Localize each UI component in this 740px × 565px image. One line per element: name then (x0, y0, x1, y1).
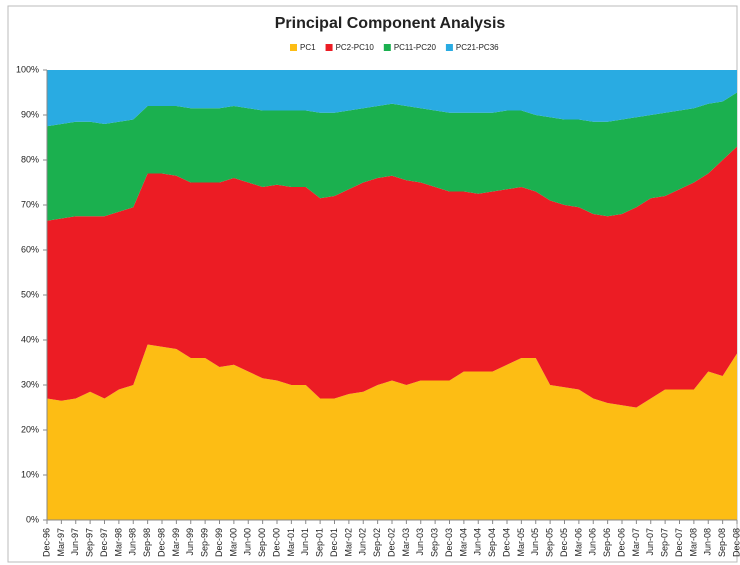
y-tick-label: 20% (21, 424, 39, 434)
x-tick-label: Dec-02 (386, 528, 396, 557)
x-tick-label: Dec-97 (99, 528, 109, 557)
x-tick-label: Mar-08 (688, 528, 698, 557)
y-tick-label: 100% (16, 64, 39, 74)
y-tick-label: 50% (21, 289, 39, 299)
x-tick-label: Jun-02 (358, 528, 368, 556)
x-tick-label: Sep-03 (430, 528, 440, 557)
x-tick-label: Sep-98 (142, 528, 152, 557)
area (47, 70, 737, 127)
x-tick-label: Sep-07 (660, 528, 670, 557)
x-tick-label: Mar-02 (343, 528, 353, 557)
y-tick-label: 10% (21, 469, 39, 479)
x-tick-label: Sep-04 (487, 528, 497, 557)
x-tick-label: Dec-03 (444, 528, 454, 557)
x-tick-label: Dec-06 (616, 528, 626, 557)
x-tick-label: Dec-98 (156, 528, 166, 557)
x-tick-label: Mar-07 (631, 528, 641, 557)
x-tick-label: Mar-97 (56, 528, 66, 557)
x-tick-label: Jun-99 (185, 528, 195, 556)
area (47, 146, 737, 408)
x-tick-label: Jun-05 (530, 528, 540, 556)
x-tick-label: Dec-07 (674, 528, 684, 557)
x-tick-label: Mar-06 (573, 528, 583, 557)
x-tick-label: Mar-04 (458, 528, 468, 557)
x-tick-label: Mar-00 (228, 528, 238, 557)
x-tick-label: Dec-08 (731, 528, 740, 557)
chart-title: Principal Component Analysis (275, 15, 506, 32)
x-tick-label: Jun-08 (703, 528, 713, 556)
x-tick-label: Dec-04 (501, 528, 511, 557)
x-tick-label: Sep-05 (545, 528, 555, 557)
legend-swatch (290, 44, 297, 51)
x-tick-label: Sep-02 (372, 528, 382, 557)
x-tick-label: Mar-01 (286, 528, 296, 557)
y-tick-label: 0% (26, 514, 39, 524)
y-tick-label: 30% (21, 379, 39, 389)
x-tick-label: Dec-00 (271, 528, 281, 557)
x-tick-label: Dec-99 (214, 528, 224, 557)
area (47, 344, 737, 520)
y-tick-label: 90% (21, 109, 39, 119)
legend-swatch (383, 44, 391, 51)
y-tick-label: 80% (21, 154, 39, 164)
legend-label: PC1 (300, 43, 316, 52)
legend-label: PC2-PC10 (336, 43, 375, 52)
x-tick-label: Dec-05 (559, 528, 569, 557)
x-tick-label: Mar-03 (401, 528, 411, 557)
x-tick-label: Sep-00 (257, 528, 267, 557)
area (47, 92, 737, 221)
legend-label: PC21-PC36 (456, 43, 499, 52)
x-tick-label: Sep-97 (85, 528, 95, 557)
x-tick-label: Jun-01 (300, 528, 310, 556)
x-tick-label: Mar-99 (171, 528, 181, 557)
x-tick-label: Mar-05 (516, 528, 526, 557)
x-tick-label: Mar-98 (113, 528, 123, 557)
legend-label: PC11-PC20 (394, 43, 437, 52)
x-tick-label: Jun-07 (645, 528, 655, 556)
x-tick-label: Sep-06 (602, 528, 612, 557)
y-tick-label: 40% (21, 334, 39, 344)
legend-swatch (445, 44, 453, 51)
x-tick-label: Jun-98 (128, 528, 138, 556)
x-tick-label: Jun-06 (588, 528, 598, 556)
legend-swatch (325, 44, 333, 51)
x-tick-label: Dec-01 (329, 528, 339, 557)
x-tick-label: Sep-99 (200, 528, 210, 557)
y-tick-label: 60% (21, 244, 39, 254)
x-tick-label: Sep-08 (717, 528, 727, 557)
x-tick-label: Jun-97 (70, 528, 80, 556)
x-tick-label: Jun-04 (473, 528, 483, 556)
x-tick-label: Dec-96 (41, 528, 51, 557)
y-tick-label: 70% (21, 199, 39, 209)
x-tick-label: Jun-00 (243, 528, 253, 556)
x-tick-label: Jun-03 (415, 528, 425, 556)
x-tick-label: Sep-01 (315, 528, 325, 557)
